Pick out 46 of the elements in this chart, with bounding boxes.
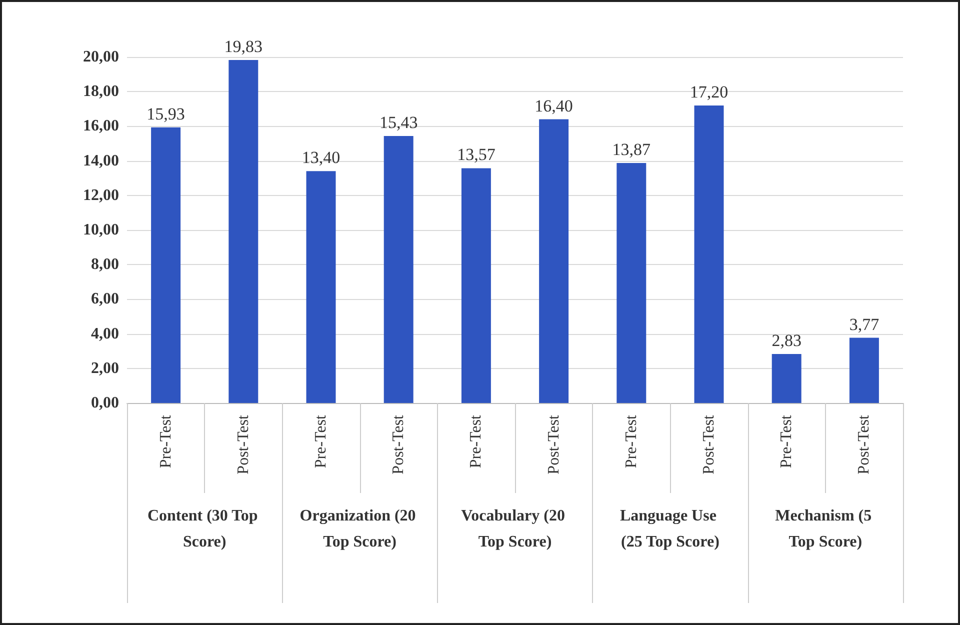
bar — [772, 354, 802, 403]
bar — [384, 136, 414, 403]
y-tick-label: 0,00 — [91, 394, 119, 412]
data-label: 3,77 — [849, 314, 880, 334]
data-label: 13,57 — [457, 145, 496, 164]
bar — [228, 60, 258, 403]
bar — [539, 119, 569, 403]
y-tick-label: 20,00 — [83, 48, 119, 66]
bar — [694, 105, 724, 403]
bar — [306, 171, 336, 403]
y-tick-label: 16,00 — [83, 118, 119, 135]
x-tick-label: Pre-Test — [157, 414, 174, 468]
data-label: 13,87 — [612, 140, 652, 160]
data-label: 19,83 — [224, 36, 263, 56]
y-tick-label: 6,00 — [91, 290, 119, 308]
text: Mechanism (5 Top Score) — [775, 508, 876, 550]
data-label: 15,43 — [379, 113, 418, 132]
data-label: 15,93 — [146, 104, 185, 124]
data-label: 16,40 — [534, 96, 573, 116]
y-tick-label: 18,00 — [83, 83, 119, 100]
x-tick-label: Pre-Test — [778, 414, 796, 468]
bar — [151, 127, 181, 403]
bar — [616, 163, 646, 403]
y-tick-label: 10,00 — [83, 222, 119, 238]
x-tick-label: Post-Test — [700, 414, 718, 474]
y-tick-label: 12,00 — [83, 186, 119, 204]
x-tick-label: Post-Test — [856, 414, 873, 474]
y-tick-label: 4,00 — [91, 325, 119, 342]
data-label: 13,40 — [302, 148, 340, 168]
x-tick-label: Post-Test — [234, 414, 252, 474]
x-tick-label: Post-Test — [390, 414, 408, 474]
data-label: 2,83 — [772, 331, 802, 350]
bar — [461, 168, 491, 403]
text: Content (30 Top Score) — [147, 508, 262, 550]
x-tick-label: Pre-Test — [312, 414, 330, 468]
x-tick-label: Pre-Test — [468, 414, 485, 468]
data-label: 17,20 — [690, 82, 728, 102]
x-tick-label: Post-Test — [545, 414, 562, 474]
bar — [849, 338, 879, 403]
y-tick-label: 2,00 — [91, 360, 119, 377]
text: Vocabulary (20 Top Score) — [461, 508, 569, 550]
x-tick-label: Pre-Test — [622, 414, 640, 468]
text: Organization (20 Top Score) — [300, 508, 420, 550]
y-tick-label: 14,00 — [83, 152, 119, 170]
y-tick-label: 8,00 — [91, 256, 119, 274]
text: Language Use (25 Top Score) — [620, 508, 720, 550]
